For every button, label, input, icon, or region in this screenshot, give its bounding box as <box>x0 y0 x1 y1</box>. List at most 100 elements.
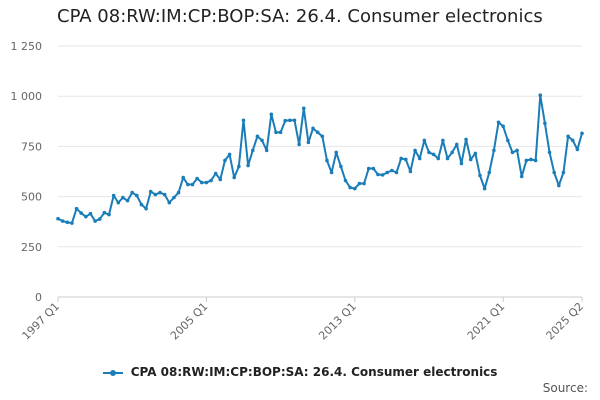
data-point[interactable] <box>209 178 213 183</box>
data-point[interactable] <box>84 214 88 219</box>
data-point[interactable] <box>519 174 524 179</box>
data-point[interactable] <box>283 118 288 123</box>
data-point[interactable] <box>232 175 237 180</box>
data-point[interactable] <box>403 157 408 162</box>
data-point[interactable] <box>417 156 422 161</box>
data-point[interactable] <box>65 220 70 225</box>
data-point[interactable] <box>501 124 505 129</box>
data-point[interactable] <box>107 212 111 217</box>
data-point[interactable] <box>524 158 529 163</box>
data-point[interactable] <box>125 198 130 203</box>
data-point[interactable] <box>148 189 153 194</box>
data-point[interactable] <box>441 138 445 143</box>
data-point[interactable] <box>74 206 79 211</box>
data-point[interactable] <box>56 216 60 221</box>
data-point[interactable] <box>390 168 394 173</box>
data-point[interactable] <box>237 164 241 169</box>
data-point[interactable] <box>473 151 478 156</box>
data-point[interactable] <box>334 150 339 155</box>
data-point[interactable] <box>468 157 473 162</box>
data-point[interactable] <box>181 175 185 180</box>
data-point[interactable] <box>557 183 561 188</box>
data-point[interactable] <box>213 171 218 176</box>
data-point[interactable] <box>552 170 556 175</box>
data-point[interactable] <box>459 161 464 166</box>
data-point[interactable] <box>431 152 436 157</box>
data-point[interactable] <box>269 112 274 117</box>
data-point[interactable] <box>427 150 431 155</box>
data-point[interactable] <box>297 142 301 147</box>
data-point[interactable] <box>450 150 454 155</box>
data-point[interactable] <box>199 180 204 185</box>
data-point[interactable] <box>135 193 139 198</box>
data-point[interactable] <box>561 170 566 175</box>
data-point[interactable] <box>464 137 468 142</box>
data-point[interactable] <box>478 173 482 178</box>
data-point[interactable] <box>580 131 584 136</box>
data-point[interactable] <box>385 170 390 175</box>
data-point[interactable] <box>255 134 260 139</box>
data-point[interactable] <box>218 177 223 182</box>
data-point[interactable] <box>172 195 176 200</box>
data-point[interactable] <box>325 158 329 163</box>
data-point[interactable] <box>510 150 515 155</box>
data-point[interactable] <box>570 138 575 143</box>
data-point[interactable] <box>60 219 65 223</box>
data-point[interactable] <box>260 138 264 143</box>
data-point[interactable] <box>348 185 352 190</box>
data-point[interactable] <box>144 206 148 211</box>
data-point[interactable] <box>264 148 269 153</box>
data-point[interactable] <box>543 121 547 126</box>
data-point[interactable] <box>343 178 348 183</box>
data-point[interactable] <box>329 170 334 175</box>
data-point[interactable] <box>380 173 385 177</box>
data-point[interactable] <box>130 190 134 195</box>
data-point[interactable] <box>362 181 366 186</box>
data-point[interactable] <box>88 211 93 216</box>
data-point[interactable] <box>394 170 399 175</box>
data-point[interactable] <box>575 147 580 152</box>
data-point[interactable] <box>436 156 441 161</box>
legend[interactable]: CPA 08:RW:IM:CP:BOP:SA: 26.4. Consumer e… <box>0 365 600 379</box>
data-point[interactable] <box>223 158 227 163</box>
data-point[interactable] <box>93 219 97 223</box>
data-point[interactable] <box>408 169 413 174</box>
data-point[interactable] <box>190 182 195 187</box>
data-point[interactable] <box>278 130 283 135</box>
data-point[interactable] <box>227 152 232 157</box>
data-point[interactable] <box>121 195 125 200</box>
data-point[interactable] <box>241 118 246 123</box>
data-point[interactable] <box>139 202 144 207</box>
data-point[interactable] <box>422 138 427 143</box>
data-point[interactable] <box>288 118 292 123</box>
data-point[interactable] <box>399 156 403 161</box>
data-point[interactable] <box>186 182 190 187</box>
data-point[interactable] <box>506 138 510 143</box>
data-point[interactable] <box>357 181 362 186</box>
data-point[interactable] <box>79 211 83 215</box>
data-point[interactable] <box>116 200 121 205</box>
data-point[interactable] <box>315 130 320 135</box>
data-point[interactable] <box>366 166 371 171</box>
data-point[interactable] <box>445 156 450 161</box>
data-point[interactable] <box>306 140 311 145</box>
data-point[interactable] <box>339 164 343 169</box>
data-point[interactable] <box>482 186 487 191</box>
data-point[interactable] <box>167 200 172 205</box>
data-point[interactable] <box>529 157 533 162</box>
data-point[interactable] <box>102 210 107 215</box>
data-point[interactable] <box>158 190 162 195</box>
data-point[interactable] <box>153 192 158 197</box>
data-point[interactable] <box>246 163 250 168</box>
data-point[interactable] <box>566 134 570 139</box>
data-point[interactable] <box>70 221 74 225</box>
data-point[interactable] <box>97 217 102 221</box>
data-point[interactable] <box>292 118 297 123</box>
data-point[interactable] <box>515 148 519 153</box>
data-point[interactable] <box>176 190 181 195</box>
data-point[interactable] <box>371 166 376 171</box>
data-point[interactable] <box>538 93 543 97</box>
data-point[interactable] <box>204 180 209 185</box>
data-point[interactable] <box>352 186 357 191</box>
data-point[interactable] <box>162 192 167 197</box>
